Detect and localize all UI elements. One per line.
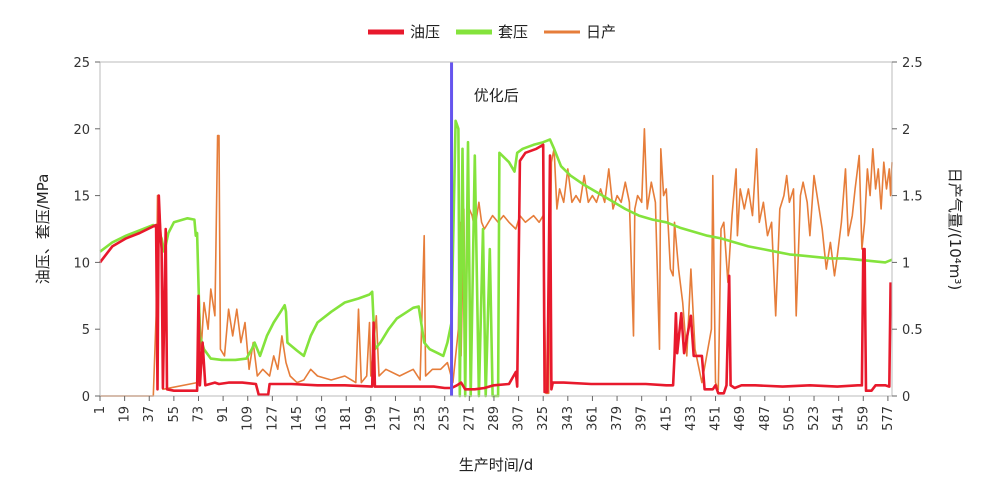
y-right-tick-label: 1 (902, 256, 910, 271)
y-right-tick-label: 0.5 (902, 323, 923, 338)
x-tick-label: 253 (438, 406, 453, 431)
x-tick-label: 397 (635, 406, 650, 431)
x-axis: 1 19 37 55 73 91 109 127 145 163 181 199 217 235 253 27… (93, 396, 896, 431)
x-tick-label: 91 (216, 406, 231, 423)
x-tick-label: 199 (364, 406, 379, 431)
legend-label: 套压 (498, 23, 528, 41)
x-tick-label: 577 (881, 406, 896, 431)
x-tick-label: 541 (832, 406, 847, 431)
x-tick-label: 469 (733, 406, 748, 431)
x-tick-label: 19 (118, 406, 133, 423)
x-tick-label: 343 (561, 406, 576, 431)
x-tick-label: 127 (265, 406, 280, 431)
y-right-tick-label: 2 (902, 123, 910, 138)
x-tick-label: 1 (93, 406, 108, 414)
y-axis-left: 0 5 10 15 20 25 (73, 56, 100, 405)
x-tick-label: 235 (413, 406, 428, 431)
x-tick-label: 361 (585, 406, 600, 431)
x-tick-label: 559 (856, 406, 871, 431)
x-tick-label: 505 (782, 406, 797, 431)
y-right-tick-label: 2.5 (902, 56, 923, 71)
x-tick-label: 487 (758, 406, 773, 431)
x-tick-label: 109 (241, 406, 256, 431)
x-tick-label: 55 (167, 406, 182, 423)
x-axis-title: 生产时间/d (459, 456, 534, 474)
y-left-tick-label: 25 (73, 56, 90, 71)
y-right-tick-label: 0 (902, 390, 910, 405)
x-tick-label: 73 (191, 406, 206, 423)
x-tick-label: 145 (290, 406, 305, 431)
legend-item: 日产 (544, 23, 616, 41)
y-axis-right: 0 0.5 1 1.5 2 2.5 (892, 56, 923, 405)
series-line-2 (99, 119, 893, 398)
x-tick-label: 289 (487, 406, 502, 431)
x-tick-label: 433 (684, 406, 699, 431)
annotation-label: 优化后 (474, 86, 519, 104)
y-left-tick-label: 5 (82, 323, 90, 338)
y-left-tick-label: 10 (73, 256, 90, 271)
x-tick-label: 217 (388, 406, 403, 431)
legend-label: 油压 (410, 23, 440, 41)
x-tick-label: 325 (536, 406, 551, 431)
series-line-1 (98, 143, 892, 396)
x-tick-label: 415 (659, 406, 674, 431)
y-left-tick-label: 15 (73, 190, 90, 205)
series-line-3 (100, 128, 893, 397)
x-tick-label: 379 (610, 406, 625, 431)
plot-frame (99, 61, 893, 397)
x-tick-label: 307 (512, 406, 527, 431)
legend-item: 套压 (456, 23, 528, 41)
x-tick-label: 271 (462, 406, 477, 431)
y-axis-right-title: 日产气量/(10⁴m³) (946, 168, 964, 290)
y-left-tick-label: 20 (73, 123, 90, 138)
y-right-tick-label: 1.5 (902, 190, 923, 205)
legend-label: 日产 (586, 23, 616, 41)
plot-series (98, 119, 893, 398)
y-axis-left-title: 油压、套压/MPa (34, 174, 52, 285)
y-left-tick-label: 0 (82, 390, 90, 405)
x-tick-label: 451 (709, 406, 724, 431)
legend: 油压 套压 日产 (368, 23, 616, 41)
x-tick-label: 163 (315, 406, 330, 431)
x-tick-label: 181 (339, 406, 354, 431)
legend-item: 油压 (368, 23, 440, 41)
x-tick-label: 37 (142, 406, 157, 423)
x-tick-label: 523 (807, 406, 822, 431)
